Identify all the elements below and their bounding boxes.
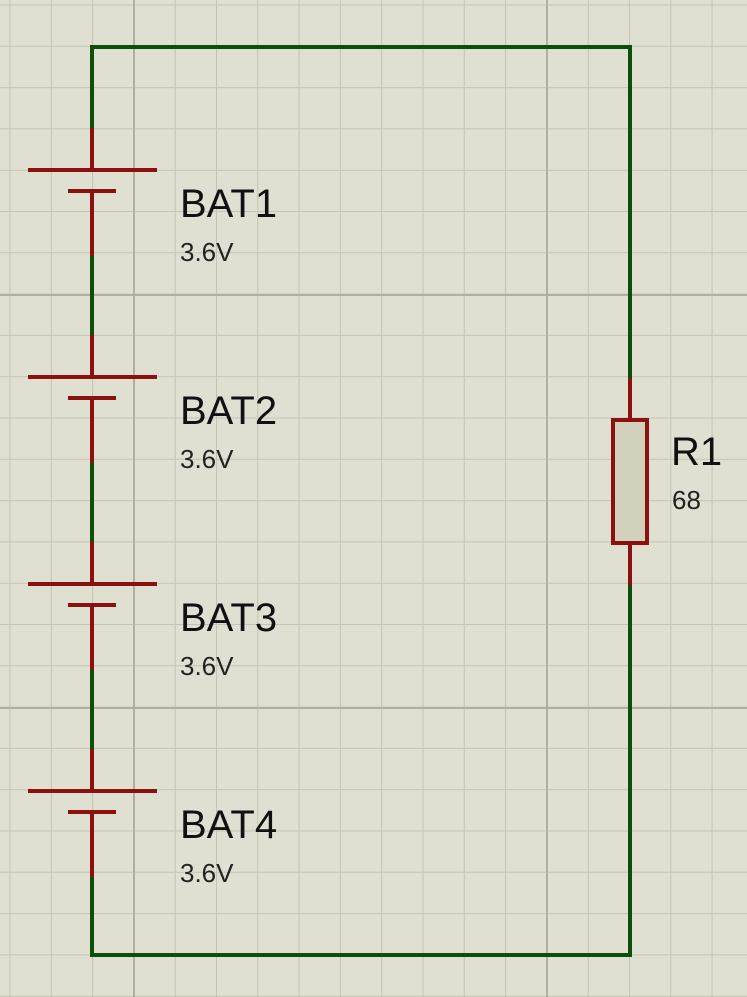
battery: BAT2 3.6V <box>28 335 277 542</box>
component-name: R1 <box>671 430 722 474</box>
component-name: BAT3 <box>180 596 277 640</box>
component-value: 3.6V <box>180 444 234 474</box>
component-name: BAT4 <box>180 803 277 847</box>
wires <box>90 45 632 957</box>
component-value: 3.6V <box>180 858 234 888</box>
component-value: 3.6V <box>180 651 234 681</box>
component-name: BAT2 <box>180 389 277 433</box>
wire <box>90 585 632 957</box>
wire <box>90 45 632 378</box>
battery: BAT4 3.6V <box>28 749 277 888</box>
component-value: 3.6V <box>180 237 234 267</box>
battery: BAT1 3.6V <box>28 128 277 335</box>
component-value: 68 <box>672 485 701 515</box>
resistor-body <box>611 418 649 545</box>
component-name: BAT1 <box>180 182 277 226</box>
battery: BAT3 3.6V <box>28 542 277 749</box>
